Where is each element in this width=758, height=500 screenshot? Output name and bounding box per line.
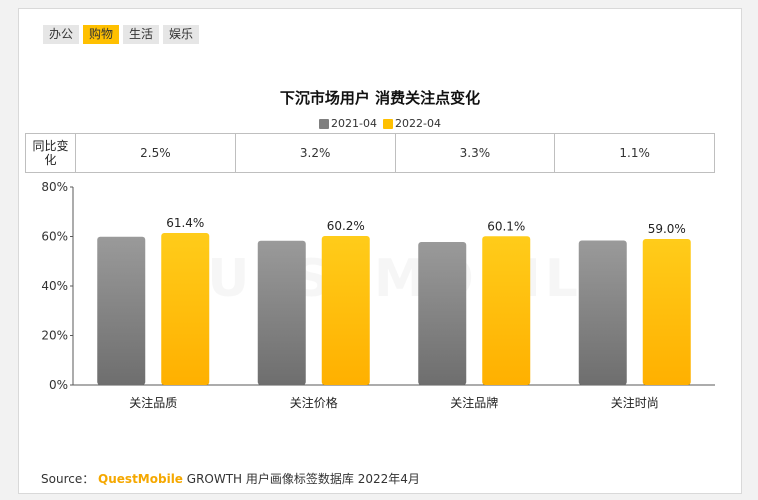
legend-label-2021: 2021-04 xyxy=(331,117,377,130)
source-note: Source： QuestMobile GROWTH 用户画像标签数据库 202… xyxy=(41,470,420,487)
tab-life[interactable]: 生活 xyxy=(123,25,160,44)
x-category-label: 关注价格 xyxy=(290,395,338,410)
bar-2022 xyxy=(321,236,370,385)
source-text: GROWTH 用户画像标签数据库 2022年4月 xyxy=(186,472,420,486)
bar-data-label: 60.2% xyxy=(327,219,365,233)
chart-legend: 2021-04 2022-04 xyxy=(19,117,741,130)
yoy-cell-quality: 2.5% xyxy=(76,134,236,172)
bar-2021 xyxy=(418,241,467,385)
chart-title: 下沉市场用户 消费关注点变化 xyxy=(279,89,481,107)
legend-swatch-2021 xyxy=(319,118,330,129)
bar-2022 xyxy=(642,238,691,385)
tab-office[interactable]: 办公 xyxy=(43,25,80,44)
bar-2021 xyxy=(257,240,306,385)
yoy-cell-price: 3.2% xyxy=(236,134,396,172)
bar-data-label: 59.0% xyxy=(648,222,686,236)
y-tick-label: 80% xyxy=(41,180,68,194)
legend-swatch-2022 xyxy=(383,118,393,129)
y-tick-label: 20% xyxy=(41,329,68,343)
tab-shopping[interactable]: 购物 xyxy=(83,25,120,44)
bar-2022 xyxy=(482,236,531,385)
x-category-label: 关注时尚 xyxy=(611,395,659,410)
legend-item-2022: 2022-04 xyxy=(383,117,441,130)
tab-entertainment[interactable]: 娱乐 xyxy=(163,25,200,44)
yoy-header: 同比变化 xyxy=(26,134,76,172)
x-category-label: 关注品质 xyxy=(129,395,177,410)
y-tick-label: 0% xyxy=(49,378,68,392)
chart-card: 办公 购物 生活 娱乐 QUESTMOBILE 下沉市场用户 消费关注点变化 2… xyxy=(18,8,742,494)
bar-data-label: 60.1% xyxy=(487,219,525,233)
bar-2021 xyxy=(97,236,146,385)
legend-item-2021: 2021-04 xyxy=(319,117,377,130)
yoy-table: 同比变化 2.5% 3.2% 3.3% 1.1% xyxy=(25,133,715,173)
category-tabs: 办公 购物 生活 娱乐 xyxy=(43,25,200,44)
source-brand: QuestMobile xyxy=(98,472,183,486)
y-tick-label: 40% xyxy=(41,279,68,293)
y-tick-label: 60% xyxy=(41,230,68,244)
bar-2022 xyxy=(161,233,210,385)
yoy-cell-brand: 3.3% xyxy=(396,134,556,172)
source-prefix: Source： xyxy=(41,472,95,486)
x-category-label: 关注品牌 xyxy=(450,395,498,410)
yoy-cell-fashion: 1.1% xyxy=(619,146,650,160)
bar-chart: 0% 20% 40% 60% 80% 61.4% 关注品质 60.2% 关注价格 60.1% 关注… xyxy=(41,180,715,410)
bar-data-label: 61.4% xyxy=(166,216,204,230)
legend-label-2022: 2022-04 xyxy=(395,117,441,130)
bar-2021 xyxy=(578,240,627,385)
